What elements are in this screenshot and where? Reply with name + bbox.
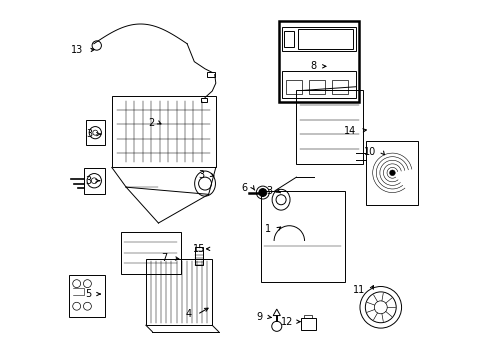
- Text: 1: 1: [264, 225, 271, 234]
- Bar: [260, 191, 344, 282]
- Bar: [331, 80, 347, 94]
- Bar: [282, 71, 355, 98]
- Text: 10: 10: [364, 147, 376, 157]
- Bar: [86, 121, 104, 145]
- Bar: [112, 96, 215, 167]
- Text: 14: 14: [344, 126, 356, 135]
- Text: 5: 5: [84, 289, 91, 299]
- Bar: [285, 80, 301, 94]
- Text: 3: 3: [85, 176, 91, 186]
- Text: 15: 15: [192, 244, 204, 254]
- Circle shape: [389, 170, 394, 176]
- Text: 7: 7: [161, 253, 167, 263]
- Bar: [69, 275, 104, 317]
- Bar: [301, 319, 316, 330]
- Circle shape: [258, 189, 266, 197]
- Bar: [308, 80, 324, 94]
- Text: 6: 6: [241, 183, 247, 193]
- Bar: [145, 259, 212, 325]
- Text: 3: 3: [266, 186, 272, 197]
- Text: 9: 9: [256, 312, 262, 322]
- Text: 12: 12: [280, 317, 293, 327]
- Text: 11: 11: [352, 285, 364, 296]
- Bar: [282, 27, 355, 50]
- Bar: [206, 72, 214, 77]
- Text: 13: 13: [71, 45, 83, 55]
- Text: 2: 2: [147, 118, 154, 128]
- Text: 4: 4: [185, 310, 191, 319]
- Bar: [296, 90, 362, 164]
- Bar: [83, 168, 104, 194]
- Bar: [284, 31, 293, 47]
- Text: 3: 3: [198, 170, 204, 180]
- Bar: [304, 315, 312, 319]
- Bar: [278, 21, 359, 102]
- Bar: [121, 231, 181, 274]
- Bar: [201, 98, 207, 102]
- Text: 8: 8: [309, 61, 316, 71]
- Bar: [298, 29, 352, 49]
- Bar: [195, 247, 203, 265]
- Text: 3: 3: [86, 129, 92, 139]
- Bar: [366, 140, 418, 205]
